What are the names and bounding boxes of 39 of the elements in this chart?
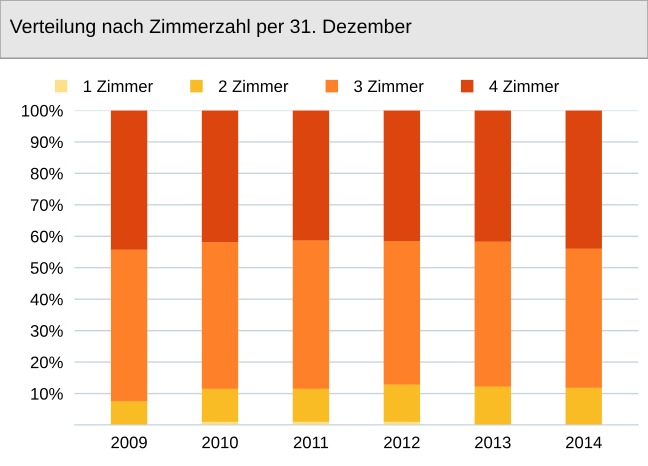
bar bbox=[292, 110, 330, 240]
legend-label: 2 Zimmer bbox=[218, 80, 288, 92]
bar bbox=[384, 240, 420, 385]
x-tick-label: 2014 bbox=[566, 436, 602, 448]
legend-label: 3 Zimmer bbox=[354, 80, 424, 92]
bar bbox=[292, 388, 330, 422]
y-tick-label: 30% bbox=[30, 325, 63, 337]
legend-label: 4 Zimmer bbox=[489, 80, 559, 92]
bar bbox=[292, 240, 330, 389]
y-tick-label: 100% bbox=[22, 104, 63, 117]
bar bbox=[474, 242, 511, 387]
bar bbox=[110, 250, 148, 402]
bar bbox=[384, 384, 420, 422]
bar bbox=[202, 242, 238, 389]
bar bbox=[110, 110, 148, 250]
bar bbox=[474, 386, 511, 425]
y-tick-label: 60% bbox=[30, 230, 63, 242]
x-tick-label: 2011 bbox=[294, 436, 328, 448]
bar bbox=[202, 388, 238, 422]
y-tick-label: 20% bbox=[30, 356, 63, 368]
x-tick-label: 2013 bbox=[475, 436, 511, 448]
bar bbox=[202, 110, 238, 242]
y-tick-label: 90% bbox=[30, 136, 63, 148]
y-tick-label: 50% bbox=[30, 262, 63, 274]
bar bbox=[566, 248, 602, 388]
y-tick-label: 10% bbox=[31, 388, 63, 400]
bar bbox=[566, 110, 602, 249]
x-tick-label: 2012 bbox=[384, 436, 420, 448]
bar bbox=[384, 110, 420, 241]
chart-title: Verteilung nach Zimmerzahl per 31. Dezember bbox=[10, 18, 412, 38]
bar bbox=[566, 388, 602, 425]
y-tick-label: 80% bbox=[30, 168, 63, 180]
bar bbox=[474, 110, 511, 242]
x-tick-label: 2010 bbox=[202, 436, 238, 448]
y-tick-label: 70% bbox=[30, 199, 63, 212]
y-tick-label: 40% bbox=[30, 294, 63, 306]
legend-label: 1 Zimmer bbox=[84, 80, 153, 92]
bar bbox=[110, 401, 148, 425]
x-tick-label: 2009 bbox=[111, 436, 147, 448]
